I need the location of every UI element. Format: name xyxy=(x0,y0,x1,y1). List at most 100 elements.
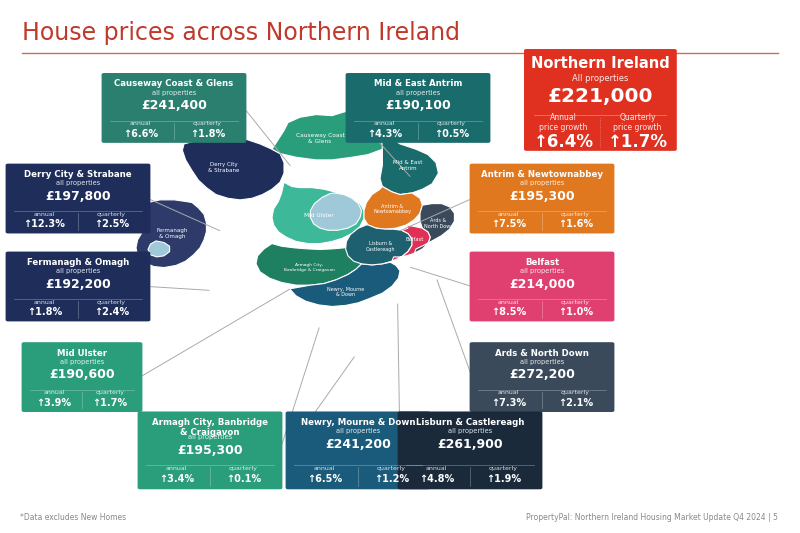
Text: annual: annual xyxy=(130,121,151,126)
Text: all properties: all properties xyxy=(60,359,104,365)
Text: ↑2.5%: ↑2.5% xyxy=(94,219,129,229)
Text: annual: annual xyxy=(34,300,55,304)
Text: ↑1.6%: ↑1.6% xyxy=(558,219,593,229)
Text: Mid Ulster: Mid Ulster xyxy=(57,349,107,358)
FancyBboxPatch shape xyxy=(524,49,677,151)
Text: ↑3.9%: ↑3.9% xyxy=(37,398,72,408)
Text: all properties: all properties xyxy=(56,268,100,274)
Text: annual: annual xyxy=(43,390,65,395)
Text: £214,000: £214,000 xyxy=(509,278,575,290)
Polygon shape xyxy=(290,262,400,306)
Text: ↑1.2%: ↑1.2% xyxy=(374,474,409,484)
Text: ↑2.4%: ↑2.4% xyxy=(94,307,129,317)
Text: Antrim &
Newtownabbey: Antrim & Newtownabbey xyxy=(373,204,411,214)
FancyBboxPatch shape xyxy=(286,411,430,489)
FancyBboxPatch shape xyxy=(470,342,614,412)
Text: annual: annual xyxy=(426,466,447,471)
Text: All properties: All properties xyxy=(572,74,629,83)
Text: Ards & North Down: Ards & North Down xyxy=(495,349,589,358)
Text: quarterly: quarterly xyxy=(95,390,124,395)
FancyBboxPatch shape xyxy=(22,342,142,412)
Text: all properties: all properties xyxy=(396,90,440,95)
Text: all properties: all properties xyxy=(336,428,380,434)
Text: ↑1.0%: ↑1.0% xyxy=(558,307,593,317)
Text: £241,200: £241,200 xyxy=(325,438,391,450)
Text: Causeway Coast & Glens: Causeway Coast & Glens xyxy=(114,79,234,88)
Text: annual: annual xyxy=(374,121,395,126)
Text: Ards &
North Down: Ards & North Down xyxy=(424,219,453,229)
Text: ↑1.7%: ↑1.7% xyxy=(92,398,127,408)
Polygon shape xyxy=(136,200,206,268)
Polygon shape xyxy=(364,187,422,229)
FancyBboxPatch shape xyxy=(6,164,150,233)
Text: Belfast: Belfast xyxy=(525,258,559,267)
Text: Mid & East
Antrim: Mid & East Antrim xyxy=(394,160,422,171)
Text: quarterly: quarterly xyxy=(489,466,518,471)
FancyBboxPatch shape xyxy=(398,411,542,489)
Text: £261,900: £261,900 xyxy=(437,438,503,450)
Text: Belfast: Belfast xyxy=(406,237,423,243)
Text: quarterly: quarterly xyxy=(437,121,466,126)
Text: annual: annual xyxy=(166,466,187,471)
Text: ↑6.6%: ↑6.6% xyxy=(123,128,158,139)
Text: all properties: all properties xyxy=(188,434,232,440)
Text: ↑0.1%: ↑0.1% xyxy=(226,474,261,484)
Text: Fermanagh
& Omagh: Fermanagh & Omagh xyxy=(156,228,188,239)
Text: Newry, Mourne & Down: Newry, Mourne & Down xyxy=(301,418,415,427)
Text: ↑7.5%: ↑7.5% xyxy=(491,219,526,229)
Text: PropertyPal: Northern Ireland Housing Market Update Q4 2024 | 5: PropertyPal: Northern Ireland Housing Ma… xyxy=(526,513,778,522)
Polygon shape xyxy=(310,193,362,230)
Text: ↑4.8%: ↑4.8% xyxy=(418,474,454,484)
Text: ↑7.3%: ↑7.3% xyxy=(491,398,526,408)
Text: Lisburn & Castlereagh: Lisburn & Castlereagh xyxy=(416,418,524,427)
Text: ↑8.5%: ↑8.5% xyxy=(490,307,526,317)
Text: Northern Ireland: Northern Ireland xyxy=(531,56,670,71)
Text: ↑4.3%: ↑4.3% xyxy=(367,128,402,139)
Text: ↑6.5%: ↑6.5% xyxy=(307,474,342,484)
Text: all properties: all properties xyxy=(520,359,564,365)
Text: all properties: all properties xyxy=(520,268,564,274)
Text: ↑0.5%: ↑0.5% xyxy=(434,128,469,139)
Text: £272,200: £272,200 xyxy=(509,368,575,381)
FancyBboxPatch shape xyxy=(470,164,614,233)
Text: House prices across Northern Ireland: House prices across Northern Ireland xyxy=(22,21,461,45)
Text: £197,800: £197,800 xyxy=(45,190,111,203)
Text: all properties: all properties xyxy=(152,90,196,95)
Text: quarterly: quarterly xyxy=(561,390,590,395)
Text: all properties: all properties xyxy=(520,180,564,186)
Text: Armagh City, Banbridge
& Craigavon: Armagh City, Banbridge & Craigavon xyxy=(152,418,268,437)
Text: Derry City & Strabane: Derry City & Strabane xyxy=(24,170,132,179)
Text: Lisburn &
Castlereagh: Lisburn & Castlereagh xyxy=(366,241,395,252)
Text: ↑1.8%: ↑1.8% xyxy=(26,307,62,317)
Text: Causeway Coast
& Glens: Causeway Coast & Glens xyxy=(295,133,345,144)
Text: £195,300: £195,300 xyxy=(509,190,575,203)
Text: Armagh City,
Banbridge & Craigavon: Armagh City, Banbridge & Craigavon xyxy=(284,263,335,272)
FancyBboxPatch shape xyxy=(138,411,282,489)
Text: Derry City
& Strabane: Derry City & Strabane xyxy=(208,163,240,173)
Polygon shape xyxy=(392,225,430,261)
Text: ↑12.3%: ↑12.3% xyxy=(23,219,66,229)
FancyBboxPatch shape xyxy=(102,73,246,143)
Text: £192,200: £192,200 xyxy=(45,278,111,290)
FancyBboxPatch shape xyxy=(470,252,614,321)
Text: Newry, Mourne
& Down: Newry, Mourne & Down xyxy=(327,287,364,297)
Text: annual: annual xyxy=(498,300,519,304)
Polygon shape xyxy=(272,109,392,160)
Text: ↑1.7%: ↑1.7% xyxy=(607,133,667,151)
Polygon shape xyxy=(414,204,454,253)
Text: quarterly: quarterly xyxy=(561,300,590,304)
Text: Quarterly
price growth: Quarterly price growth xyxy=(614,112,662,132)
Polygon shape xyxy=(148,241,170,257)
Text: Antrim & Newtownabbey: Antrim & Newtownabbey xyxy=(481,170,603,179)
Text: annual: annual xyxy=(34,212,55,216)
FancyBboxPatch shape xyxy=(346,73,490,143)
Text: all properties: all properties xyxy=(56,180,100,186)
Text: annual: annual xyxy=(314,466,335,471)
Polygon shape xyxy=(182,136,284,200)
Text: all properties: all properties xyxy=(448,428,492,434)
Polygon shape xyxy=(346,225,412,265)
Text: £221,000: £221,000 xyxy=(548,87,653,106)
Text: quarterly: quarterly xyxy=(561,212,590,216)
Text: ↑3.4%: ↑3.4% xyxy=(159,474,194,484)
Text: Annual
price growth: Annual price growth xyxy=(539,112,587,132)
